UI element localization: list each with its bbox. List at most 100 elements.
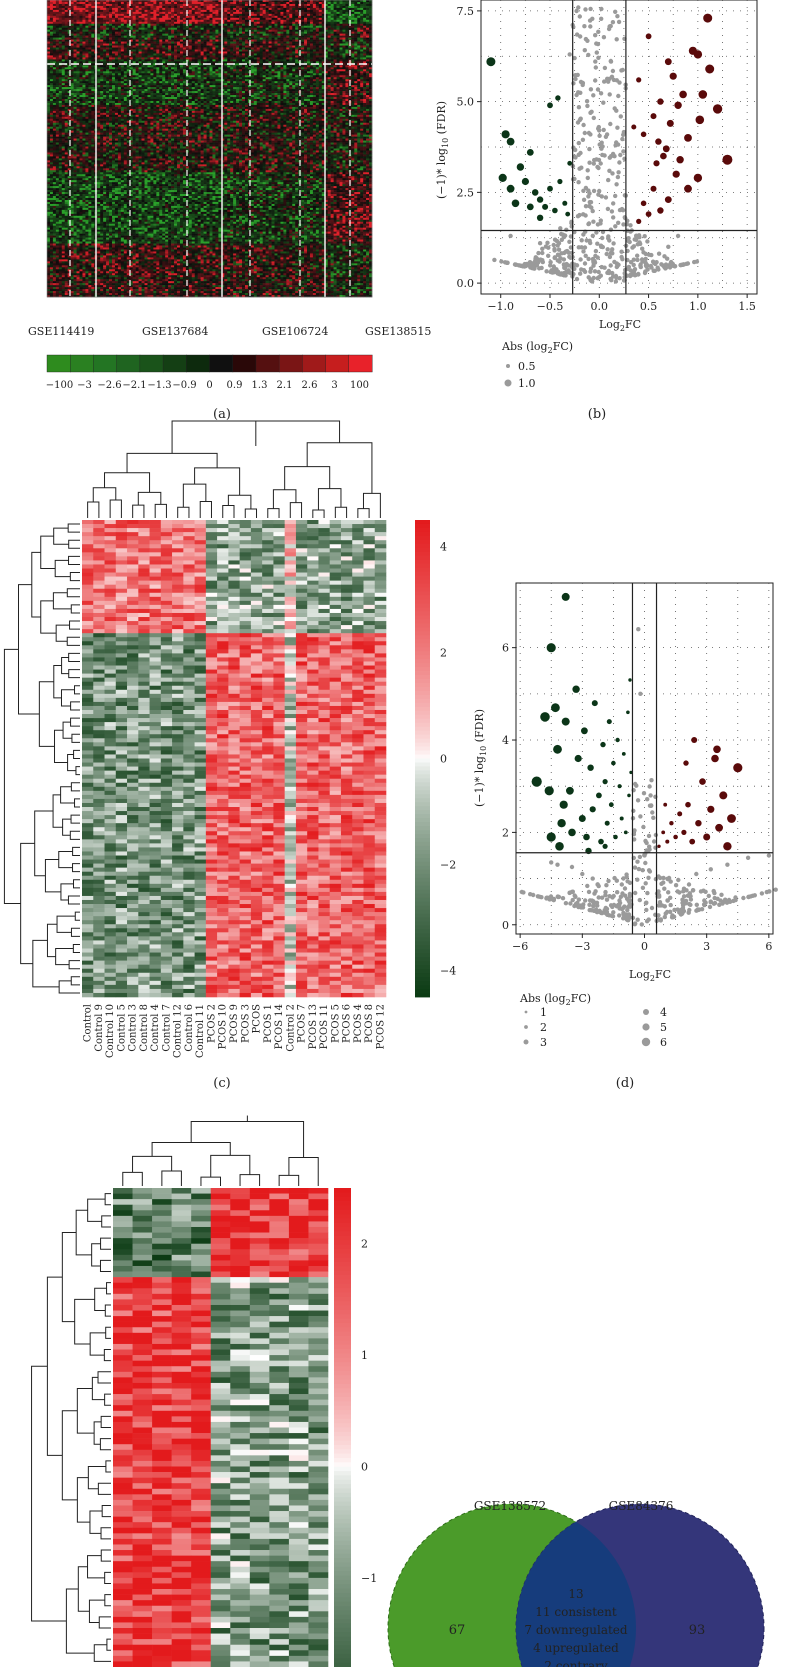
- heatmap-a-cell: [366, 45, 370, 48]
- heatmap-a-cell: [312, 35, 317, 38]
- heatmap-a-cell: [73, 69, 77, 72]
- heatmap-a-cell: [244, 57, 249, 60]
- heatmap-a-cell: [197, 85, 201, 88]
- heatmap-a-cell: [70, 57, 74, 60]
- heatmap-a-cell: [307, 15, 311, 19]
- heatmap-a-cell: [259, 7, 263, 11]
- heatmap-a-cell: [203, 7, 207, 11]
- heatmap-a-cell: [268, 65, 272, 68]
- heatmap-a-cell: [345, 53, 349, 56]
- heatmap-a-cell: [144, 43, 148, 46]
- heatmap-a-cell: [289, 5, 293, 9]
- heatmap-a-cell: [233, 49, 237, 52]
- heatmap-a-cell: [324, 3, 328, 7]
- heatmap-a-cell: [132, 37, 136, 40]
- heatmap-a-cell: [61, 11, 66, 15]
- heatmap-a-cell: [354, 21, 358, 25]
- heatmap-a-cell: [366, 19, 370, 23]
- heatmap-a-cell: [262, 77, 266, 80]
- heatmap-a-cell: [304, 65, 308, 68]
- heatmap-a-cell: [212, 29, 216, 32]
- heatmap-a-cell: [49, 89, 54, 92]
- heatmap-a-cell: [318, 3, 323, 7]
- heatmap-a-cell: [304, 39, 308, 42]
- heatmap-a-cell: [233, 47, 237, 50]
- heatmap-a-cell: [70, 79, 74, 82]
- heatmap-a-cell: [212, 57, 216, 60]
- heatmap-a-cell: [141, 87, 145, 90]
- heatmap-a-cell: [363, 33, 367, 36]
- heatmap-a-cell: [363, 41, 367, 44]
- heatmap-a-cell: [354, 55, 358, 58]
- heatmap-a-cell: [55, 47, 60, 50]
- heatmap-a-cell: [363, 0, 367, 3]
- heatmap-a-cell: [97, 49, 101, 52]
- heatmap-a-cell: [191, 81, 196, 84]
- heatmap-a-cell: [256, 51, 261, 54]
- heatmap-a-cell: [103, 23, 107, 27]
- heatmap-a-cell: [286, 15, 290, 19]
- heatmap-a-cell: [67, 27, 71, 30]
- heatmap-a-cell: [114, 21, 119, 25]
- heatmap-a-cell: [185, 7, 190, 11]
- heatmap-a-cell: [274, 9, 278, 13]
- heatmap-a-cell: [129, 67, 133, 70]
- heatmap-a-cell: [212, 67, 216, 70]
- heatmap-a-cell: [236, 21, 240, 25]
- heatmap-a-cell: [91, 73, 95, 76]
- heatmap-a-cell: [259, 37, 263, 40]
- heatmap-a-cell: [277, 81, 281, 84]
- heatmap-a-cell: [283, 17, 287, 21]
- heatmap-a-cell: [141, 53, 145, 56]
- heatmap-a-cell: [76, 75, 80, 78]
- heatmap-a-cell: [103, 39, 107, 42]
- heatmap-a-cell: [49, 49, 54, 52]
- heatmap-a-cell: [221, 75, 225, 78]
- heatmap-a-cell: [336, 57, 340, 60]
- heatmap-a-cell: [271, 67, 275, 70]
- heatmap-a-cell: [88, 39, 92, 42]
- heatmap-a-cell: [318, 73, 323, 76]
- heatmap-a-cell: [357, 7, 361, 11]
- heatmap-a-cell: [123, 51, 128, 54]
- heatmap-a-cell: [342, 45, 346, 48]
- heatmap-a-cell: [88, 1, 92, 5]
- heatmap-a-cell: [100, 69, 104, 72]
- heatmap-a-cell: [315, 11, 320, 15]
- heatmap-a-cell: [283, 81, 287, 84]
- heatmap-a-cell: [274, 77, 278, 80]
- heatmap-a-cell: [277, 73, 281, 76]
- heatmap-a-cell: [309, 17, 314, 21]
- heatmap-a-cell: [76, 57, 80, 60]
- heatmap-a-cell: [132, 7, 136, 11]
- heatmap-a-cell: [354, 65, 358, 68]
- heatmap-a-cell: [174, 9, 178, 13]
- heatmap-a-cell: [109, 13, 113, 17]
- heatmap-a-cell: [280, 51, 284, 54]
- heatmap-a-cell: [304, 31, 308, 34]
- heatmap-a-cell: [88, 65, 92, 68]
- heatmap-a-cell: [103, 81, 107, 84]
- heatmap-a-cell: [295, 5, 299, 9]
- heatmap-a-cell: [357, 37, 361, 40]
- heatmap-a-cell: [112, 73, 116, 76]
- heatmap-a-cell: [289, 9, 293, 13]
- heatmap-a-cell: [351, 33, 355, 36]
- heatmap-a-cell: [88, 43, 92, 46]
- heatmap-a-cell: [330, 83, 334, 86]
- heatmap-a-cell: [61, 43, 66, 46]
- heatmap-a-cell: [339, 39, 343, 42]
- heatmap-a-cell: [212, 39, 216, 42]
- heatmap-a-cell: [280, 65, 284, 68]
- heatmap-a-cell: [73, 55, 77, 58]
- heatmap-a-cell: [265, 5, 269, 9]
- heatmap-a-cell: [47, 89, 51, 92]
- heatmap-a-cell: [150, 79, 154, 82]
- heatmap-a-cell: [203, 17, 207, 21]
- heatmap-a-cell: [120, 81, 125, 84]
- heatmap-a-cell: [200, 61, 204, 64]
- heatmap-a-cell: [283, 77, 287, 80]
- heatmap-a-cell: [360, 11, 364, 15]
- heatmap-a-cell: [354, 81, 358, 84]
- heatmap-a-cell: [79, 55, 83, 58]
